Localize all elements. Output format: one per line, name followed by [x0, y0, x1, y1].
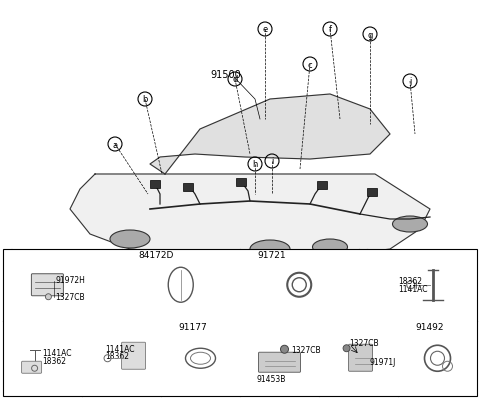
Bar [317, 182, 327, 190]
Circle shape [292, 278, 306, 292]
Bar [150, 180, 160, 188]
Text: 91453B: 91453B [257, 374, 286, 383]
Text: d: d [365, 251, 370, 260]
Ellipse shape [191, 352, 211, 365]
Text: g: g [367, 30, 372, 39]
Text: 1141AC: 1141AC [398, 285, 427, 294]
Text: c: c [308, 60, 312, 69]
Text: c: c [247, 251, 252, 260]
FancyBboxPatch shape [31, 274, 63, 296]
Text: g: g [168, 322, 173, 331]
FancyBboxPatch shape [121, 342, 145, 369]
Text: 1327CB: 1327CB [291, 345, 321, 354]
Text: 1141AC: 1141AC [106, 344, 135, 353]
Ellipse shape [312, 239, 348, 255]
Text: 1327CB: 1327CB [55, 292, 85, 302]
Text: f: f [89, 322, 93, 331]
Text: 84172D: 84172D [139, 251, 174, 260]
Text: f: f [328, 25, 332, 34]
Text: i: i [271, 157, 273, 166]
Circle shape [431, 351, 444, 365]
Text: j: j [409, 77, 411, 86]
Text: h: h [252, 160, 258, 169]
Bar [236, 178, 246, 186]
FancyBboxPatch shape [259, 352, 300, 372]
Text: i: i [327, 322, 329, 331]
Circle shape [46, 294, 51, 300]
Ellipse shape [393, 217, 428, 233]
Ellipse shape [250, 241, 290, 258]
Text: j: j [406, 322, 408, 331]
Text: 1327CB: 1327CB [349, 338, 379, 347]
Bar [183, 184, 193, 192]
Circle shape [343, 345, 350, 352]
Bar [367, 188, 377, 196]
Text: 91721: 91721 [257, 251, 286, 260]
Text: a: a [112, 140, 118, 149]
FancyBboxPatch shape [348, 344, 372, 371]
Text: d: d [232, 75, 238, 84]
FancyBboxPatch shape [22, 361, 42, 373]
Polygon shape [70, 174, 430, 254]
Text: 91492: 91492 [415, 322, 444, 331]
Text: 91177: 91177 [178, 322, 207, 331]
Text: 91972H: 91972H [55, 275, 85, 285]
Bar [3, 249, 477, 396]
Circle shape [280, 345, 288, 353]
Polygon shape [150, 95, 390, 174]
Text: 18362: 18362 [43, 356, 67, 365]
Text: 18362: 18362 [398, 277, 422, 286]
Text: a: a [10, 251, 14, 260]
Text: e: e [10, 322, 14, 331]
Text: 91971J: 91971J [370, 357, 396, 366]
Text: e: e [263, 25, 268, 34]
Text: b: b [142, 95, 148, 104]
Text: b: b [128, 251, 133, 260]
Text: 1141AC: 1141AC [43, 348, 72, 357]
Text: 91500: 91500 [210, 70, 241, 80]
Text: h: h [246, 322, 252, 331]
Ellipse shape [110, 231, 150, 248]
Text: 18362: 18362 [106, 351, 130, 360]
